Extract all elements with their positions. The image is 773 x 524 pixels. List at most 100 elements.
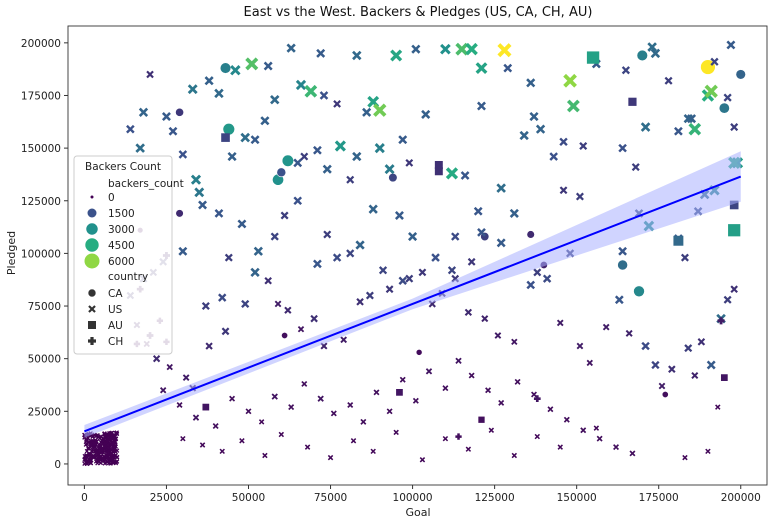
data-point-US xyxy=(241,299,250,309)
data-point-US xyxy=(352,151,362,162)
data-point-CA xyxy=(388,172,398,183)
data-point-AU xyxy=(628,97,637,106)
data-point-US xyxy=(674,126,683,136)
data-point-US xyxy=(688,122,702,136)
data-point-US xyxy=(468,372,475,379)
data-point-US xyxy=(126,124,135,134)
data-point-US xyxy=(386,408,393,415)
data-point-US xyxy=(485,387,492,394)
data-point-AU xyxy=(728,224,741,237)
y-tick-label: 0 xyxy=(54,459,61,471)
data-point-US xyxy=(229,395,236,402)
data-point-cluster xyxy=(103,448,108,453)
data-point-US xyxy=(445,167,459,180)
data-point-CA xyxy=(276,167,287,178)
data-point-US xyxy=(710,57,719,66)
data-point-CH xyxy=(533,395,541,403)
data-point-US xyxy=(356,298,364,306)
data-point-US xyxy=(239,438,245,444)
data-point-CA xyxy=(175,209,184,218)
data-point-cluster xyxy=(97,449,103,455)
data-point-US xyxy=(192,414,200,421)
data-point-US xyxy=(680,253,689,262)
data-point-cluster xyxy=(110,435,116,441)
data-point-US xyxy=(683,114,693,124)
data-point-CA xyxy=(219,62,232,74)
data-point-cluster xyxy=(95,432,100,438)
data-point-US xyxy=(346,249,355,258)
data-point-US xyxy=(481,315,489,323)
data-point-AU xyxy=(478,416,485,423)
data-point-US xyxy=(549,152,558,161)
x-tick-label: 75000 xyxy=(314,492,347,504)
data-point-cluster xyxy=(110,456,116,462)
data-point-cluster xyxy=(105,442,111,448)
data-point-cluster xyxy=(83,454,89,459)
data-point-cluster xyxy=(91,453,97,459)
data-point-US xyxy=(260,116,270,126)
data-point-US xyxy=(586,359,593,367)
legend-country-marker xyxy=(88,337,96,345)
data-point-US xyxy=(286,43,296,53)
data-point-US xyxy=(178,246,188,256)
legend-country-marker xyxy=(88,321,96,329)
data-point-US xyxy=(641,341,650,351)
data-point-US xyxy=(146,70,154,79)
regression-line xyxy=(84,175,742,433)
data-point-US xyxy=(467,257,476,266)
data-point-US xyxy=(477,101,486,111)
data-point-CA xyxy=(281,332,289,339)
data-point-cluster xyxy=(93,441,98,447)
data-point-US xyxy=(152,355,161,363)
data-point-US xyxy=(514,378,521,385)
data-point-US xyxy=(278,431,285,438)
data-point-US xyxy=(511,452,518,459)
data-point-AU xyxy=(673,235,684,246)
chart-title: East vs the West. Backers & Pledges (US,… xyxy=(244,5,593,20)
data-point-US xyxy=(684,344,693,353)
data-point-US xyxy=(668,365,676,373)
data-point-CA xyxy=(735,69,746,80)
data-point-US xyxy=(176,401,183,408)
data-point-US xyxy=(494,332,502,339)
data-point-US xyxy=(250,267,260,277)
data-point-US xyxy=(322,164,332,174)
data-point-cluster xyxy=(105,437,110,442)
data-point-US xyxy=(253,246,263,256)
data-point-US xyxy=(178,150,188,159)
data-point-US xyxy=(418,268,427,277)
y-tick-label: 175000 xyxy=(21,90,61,102)
data-point-US xyxy=(455,42,469,56)
x-tick-label: 50000 xyxy=(232,492,265,504)
data-point-CA xyxy=(281,154,294,167)
data-point-US xyxy=(488,427,495,433)
data-point-US xyxy=(187,84,198,95)
data-point-US xyxy=(557,444,563,450)
data-point-US xyxy=(425,368,433,375)
data-point-US xyxy=(334,140,346,152)
x-tick-label: 200000 xyxy=(721,492,761,504)
data-point-AU xyxy=(202,403,210,411)
data-point-US xyxy=(596,435,603,442)
data-point-cluster xyxy=(113,452,119,458)
data-point-US xyxy=(264,276,272,285)
data-point-cluster xyxy=(107,431,112,436)
data-point-US xyxy=(398,276,407,285)
data-point-US xyxy=(477,227,486,237)
data-point-US xyxy=(691,371,699,380)
legend-country-header: country xyxy=(108,271,148,283)
axes: 0 25000 50000 75000 100000 125000 150000 175000… xyxy=(21,25,768,504)
legend-size-label: 6000 xyxy=(108,256,135,268)
data-point-US xyxy=(390,49,403,62)
data-point-US xyxy=(715,404,721,410)
data-point-US xyxy=(534,433,541,440)
legend-size-label: 4500 xyxy=(108,240,135,252)
data-point-US xyxy=(227,151,237,162)
data-point-US xyxy=(563,73,577,88)
data-point-US xyxy=(730,123,739,132)
data-point-cluster xyxy=(93,450,99,456)
data-point-US xyxy=(250,135,260,145)
data-point-US xyxy=(723,295,732,304)
data-point-CA xyxy=(718,102,730,114)
data-point-US xyxy=(575,192,584,201)
